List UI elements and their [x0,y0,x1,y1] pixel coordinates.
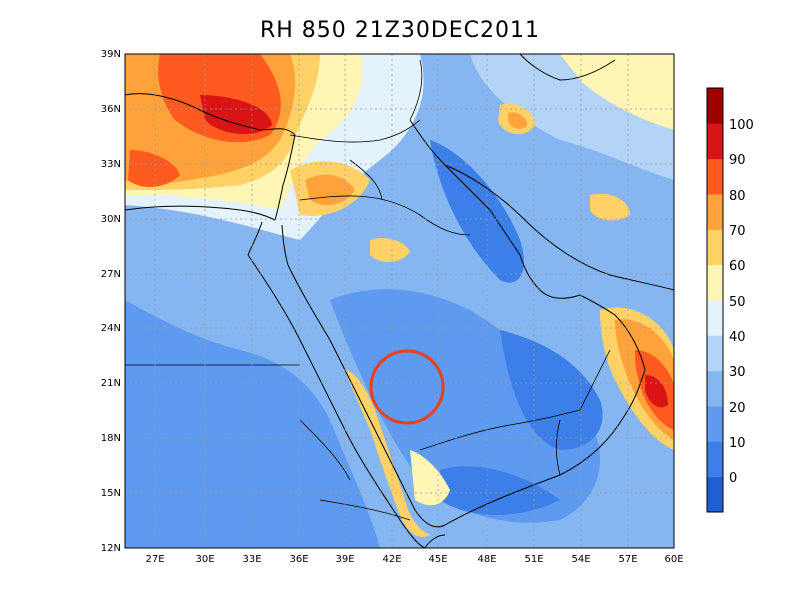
coastline-iran-coast [444,164,674,291]
colorbar-swatch [707,158,723,195]
map-frame [124,53,675,549]
border-sudan-eritrea [299,419,351,481]
lat-tick-label: 30N [101,214,121,225]
moist-region-iran-orange-core [508,112,528,129]
coastline-egypt-north [125,205,276,221]
coastline-persian-gulf-south [489,209,581,299]
very-dry-region-gulf [430,140,524,283]
colorbar-label: 50 [729,295,746,310]
coastline-horn-of-africa [424,534,446,548]
colorbar-label: 60 [729,259,746,274]
border-yemen-oman [555,419,561,476]
lat-tick-label: 24N [101,323,121,334]
moist-region-northern-saudi [370,238,410,263]
lat-tick-label: 21N [101,378,121,389]
moist-region-iran-yellow [560,54,674,130]
colorbar-swatch [707,476,723,513]
border-syria-iraq [349,159,383,201]
lon-tick-label: 33E [242,554,261,565]
colorbar [707,88,723,513]
lat-tick-label: 12N [101,543,121,554]
gridlines [125,54,674,548]
colorbar-swatch [707,264,723,301]
colorbar-swatch [707,406,723,442]
lat-tick-label: 18N [101,433,121,444]
border-saudi-iraq [299,195,471,236]
colorbar-label: 20 [729,401,746,416]
lat-tick-label: 33N [101,159,121,170]
colorbar-swatch [707,194,723,230]
colorbar-swatch [707,335,723,372]
colorbar-label: 30 [729,365,746,380]
coastline-red-sea-east [287,264,446,528]
longitude-labels: 27E 30E 33E 36E 39E 42E 45E 48E 51E 54E … [145,554,683,565]
colorbar-label: 40 [729,330,746,345]
lat-tick-label: 39N [101,49,121,60]
lat-tick-label: 15N [101,488,121,499]
colorbar-frame [706,87,724,513]
map-title: RH 850 21Z30DEC2011 [259,18,541,43]
moist-region-iran-plateau [590,193,630,221]
colorbar-label: 70 [729,224,746,239]
lon-tick-label: 51E [524,554,543,565]
colorbar-swatch [707,441,723,478]
dry-region-red-sea [125,300,380,548]
highlight-circle [369,349,445,425]
colorbar-label: 80 [729,189,746,204]
colorbar-label: 100 [729,118,754,133]
coastline-arabia-south [444,369,646,526]
lon-tick-label: 60E [664,554,683,565]
coastline-caspian [519,54,616,81]
coastline-mediterranean-east [274,134,296,221]
political-borders [125,59,611,521]
colorbar-label: 10 [729,436,746,451]
lon-tick-label: 36E [289,554,308,565]
colorbar-label: 0 [729,471,737,486]
coastline-gulf-of-suez [247,221,263,256]
colorbar-labels: 0 10 20 30 40 50 60 70 80 90 100 [729,118,754,486]
border-ethiopia [319,499,411,521]
lon-tick-label: 48E [477,554,496,565]
colorbar-swatch [707,370,723,407]
border-iran-iraq [409,59,423,121]
lon-tick-label: 27E [145,554,164,565]
lon-tick-label: 57E [618,554,637,565]
moist-region-syria-core [305,174,355,206]
colorbar-swatch [707,229,723,266]
lon-tick-label: 42E [382,554,401,565]
moist-region-turkey-core [200,95,272,135]
dry-region-arabia [330,289,600,523]
latitude-labels: 39N 36N 33N 30N 27N 24N 21N 18N 15N 12N [101,49,121,554]
coastline-turkey-south [125,93,296,136]
very-dry-region-yemen [440,466,560,515]
colorbar-label: 90 [729,153,746,168]
border-turkey-syria [289,119,421,143]
coastline-oman [579,294,646,371]
lon-tick-label: 39E [335,554,354,565]
coastline-gulf-of-aqaba [281,224,289,266]
lat-tick-label: 27N [101,269,121,280]
colorbar-swatch [707,123,723,160]
lon-tick-label: 45E [428,554,447,565]
moist-region-yemen-coast [410,450,450,506]
border-saudi-yemen [419,409,581,451]
border-saudi-oman [579,349,611,411]
colorbar-swatch [707,300,723,336]
colorbar-swatch [707,88,723,124]
moist-region-cyprus [128,150,180,187]
lat-tick-label: 36N [101,104,121,115]
lon-tick-label: 54E [571,554,590,565]
lon-tick-label: 30E [195,554,214,565]
very-dry-region-east [500,330,603,450]
